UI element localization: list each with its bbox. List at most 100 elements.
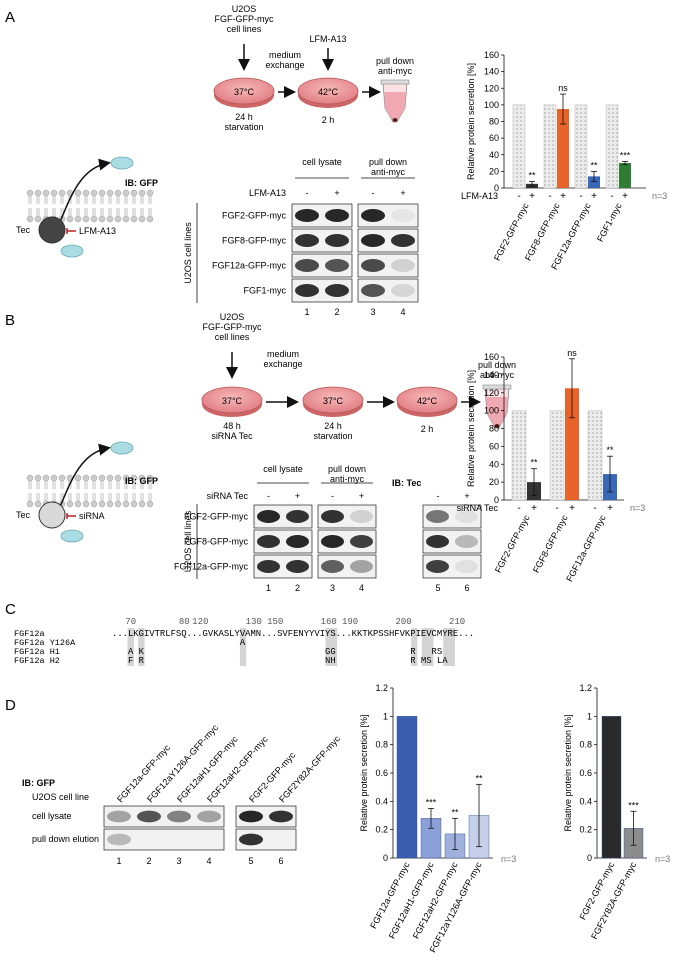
treatment-label: siRNA Tec — [207, 491, 249, 501]
lipid-head — [50, 474, 58, 482]
fgf-cytosolic-icon — [60, 529, 84, 543]
lipid-head — [138, 474, 146, 482]
sequence-alignment: 70 80 120 130 150 160 190 200 210 FGF12a ...LKGIVT… — [14, 617, 474, 666]
treatment-sign: - — [437, 491, 440, 501]
blot-band — [361, 259, 385, 272]
lipid-head — [138, 215, 146, 223]
blot-row-label: FGF1-myc — [244, 286, 287, 296]
blot-band — [350, 510, 373, 523]
category-label: FGF12a-GFP-myc — [564, 513, 608, 583]
sequence-name: FGF12a H1 — [14, 647, 60, 657]
dish-37c: 37°C — [213, 77, 275, 108]
cell-line-side-label: U2OS cell lines — [183, 222, 193, 284]
blot-band — [295, 259, 319, 272]
lipid-head — [90, 189, 98, 197]
blot-band — [325, 209, 349, 222]
y-tick-label: 0.8 — [375, 740, 388, 750]
inhibitor-label: siRNA — [79, 511, 105, 521]
blot-band — [295, 209, 319, 222]
blot-band — [107, 833, 131, 846]
lipid-head — [82, 215, 90, 223]
bar — [601, 716, 622, 859]
lane-number: 5 — [435, 583, 440, 593]
mutation-highlight — [330, 628, 338, 666]
lipid-head — [42, 189, 50, 197]
residue-position: 80 — [179, 617, 190, 627]
group-header: pull down anti-myc — [328, 464, 366, 484]
blot-band — [325, 284, 349, 297]
lipid-head — [98, 474, 106, 482]
y-tick-label: 0.8 — [579, 740, 592, 750]
workflow-b: U2OS FGF-GFP-myc cell lines medium exchange… — [201, 312, 516, 441]
treatment-sign: + — [591, 191, 597, 202]
blot-band — [325, 234, 349, 247]
lipid-head — [74, 474, 82, 482]
treatment-sign: - — [267, 491, 270, 501]
y-tick-label: 0.6 — [579, 768, 592, 778]
lipid-head — [146, 474, 154, 482]
blot-row-label: pull down elution — [32, 834, 99, 844]
column-label: FGF12a-GFP-myc — [115, 742, 172, 804]
dish2-caption: 24 h starvation — [313, 421, 352, 441]
lane-number: 3 — [370, 307, 375, 317]
treatment-label: LFM-A13 — [461, 191, 498, 201]
sequence-name: FGF12a H2 — [14, 656, 60, 666]
treatment-sign: + — [531, 503, 537, 514]
lipid-head — [130, 500, 138, 508]
svg-text:42°C: 42°C — [318, 87, 339, 97]
blot-band — [239, 833, 263, 846]
dish1-caption: 48 h siRNA Tec — [211, 421, 253, 441]
panel-letter-b: B — [5, 312, 15, 329]
treatment-sign: - — [593, 503, 596, 514]
lipid-head — [26, 189, 34, 197]
cells-label: U2OS FGF-GFP-myc cell lines — [215, 4, 274, 34]
n-label: n=3 — [655, 854, 670, 864]
lipid-head — [74, 215, 82, 223]
n-label: n=3 — [630, 503, 645, 513]
mutation-highlight — [325, 628, 332, 666]
treatment-sign: + — [295, 491, 300, 501]
dish-37c-a: 37°C — [201, 386, 263, 417]
y-tick-label: 1 — [587, 711, 592, 721]
lipid-head — [114, 189, 122, 197]
sequence-line: A — [112, 638, 448, 648]
dish-42c: 42°C — [297, 77, 359, 108]
tec-band — [455, 560, 478, 573]
tec-label: Tec — [16, 225, 31, 235]
lipid-head — [34, 500, 42, 508]
residue-position: 130 — [246, 617, 262, 627]
lane-number: 4 — [359, 583, 364, 593]
bar-control — [512, 104, 526, 189]
blot-band — [239, 810, 263, 823]
bar-control — [543, 104, 557, 189]
y-tick-label: 0.4 — [375, 796, 388, 806]
treatment-sign: - — [331, 491, 334, 501]
lipid-head — [26, 500, 34, 508]
y-tick-label: 60 — [489, 133, 499, 143]
svg-text:37°C: 37°C — [222, 396, 243, 406]
lane-number: 2 — [146, 856, 151, 866]
svg-text:42°C: 42°C — [417, 396, 438, 406]
svg-text:37°C: 37°C — [234, 87, 255, 97]
blot-band — [321, 560, 344, 573]
mutation-highlight — [427, 628, 434, 666]
fgf-secreted-icon — [110, 441, 134, 455]
blot-band — [286, 560, 309, 573]
lipid-head — [106, 215, 114, 223]
treatment-sign: - — [555, 503, 558, 514]
lipid-head — [82, 500, 90, 508]
panel-letter-d: D — [5, 697, 16, 714]
sequence-name: FGF12a — [14, 629, 45, 639]
tec-kinase-icon — [38, 216, 66, 244]
lipid-head — [146, 215, 154, 223]
blot-band — [257, 510, 280, 523]
treatment-sign: + — [359, 491, 364, 501]
lipid-head — [74, 500, 82, 508]
category-label: FGF8-GFP-myc — [531, 513, 570, 575]
residue-position: 190 — [342, 617, 358, 627]
blot-band — [325, 259, 349, 272]
y-tick-label: 60 — [489, 441, 499, 451]
tec-kinase-icon — [38, 501, 66, 529]
tec-band — [426, 535, 449, 548]
lipid-head — [26, 215, 34, 223]
